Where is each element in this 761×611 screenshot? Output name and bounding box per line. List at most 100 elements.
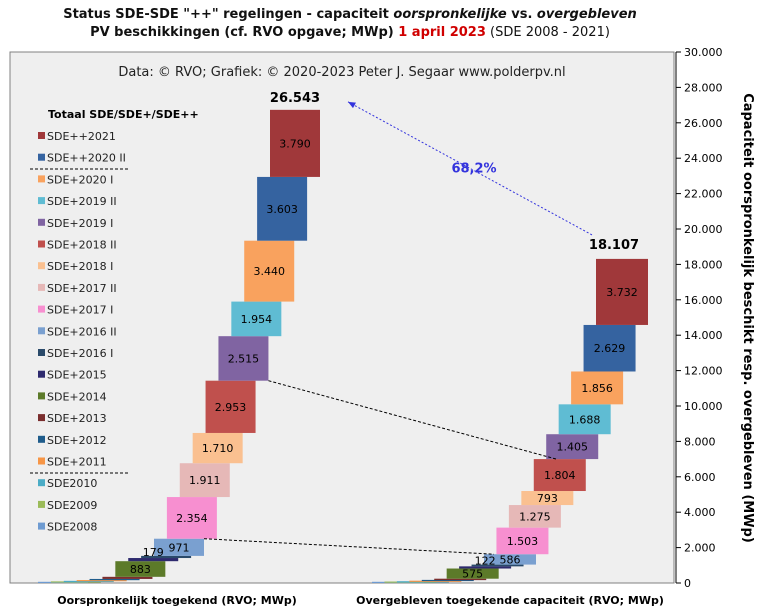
bar-segment — [533, 459, 586, 492]
data-label: 883 — [130, 563, 151, 576]
y-tick-label: 4.000 — [684, 506, 716, 519]
connector-line — [203, 538, 495, 555]
data-label: 1.275 — [519, 510, 551, 523]
data-label: 2.354 — [176, 512, 208, 525]
bar-segment — [154, 538, 204, 556]
legend-swatch — [38, 240, 45, 248]
bar-segment — [63, 580, 114, 583]
total-label: 26.543 — [270, 91, 320, 106]
legend-label: SDE+2013 — [47, 412, 107, 425]
y-tick-label: 26.000 — [684, 117, 723, 130]
legend-swatch — [38, 262, 45, 270]
y-tick-label: 10.000 — [684, 400, 723, 413]
bar-segment — [257, 176, 308, 241]
legend-label: SDE+2012 — [47, 434, 107, 447]
source-note: Data: © RVO; Grafiek: © 2020-2023 Peter … — [118, 65, 565, 80]
data-label: 1.856 — [581, 382, 613, 395]
legend-label: SDE2009 — [47, 499, 97, 512]
legend-label: SDE+2014 — [47, 390, 107, 403]
bar-segment — [521, 491, 574, 506]
total-label: 18.107 — [589, 238, 639, 253]
bar-segment — [76, 580, 127, 582]
legend-swatch — [38, 327, 45, 335]
data-label: 3.790 — [279, 137, 311, 150]
bar-segment — [484, 554, 536, 565]
bar-segment — [166, 497, 217, 539]
legend-label: SDE++2021 — [47, 130, 116, 143]
bar-segment — [89, 578, 140, 581]
chart-title: Status SDE-SDE "++" regelingen - capacit… — [0, 6, 700, 42]
data-label: 1.688 — [569, 413, 601, 426]
annotations: 26.543 18.107 68,2% — [203, 91, 639, 555]
bar-segment — [571, 371, 624, 405]
bar-segment — [179, 463, 230, 498]
title-part-italic: oorspronkelijke — [393, 7, 507, 22]
bar-segment — [496, 527, 549, 555]
data-label: 1.503 — [507, 535, 539, 548]
data-label: 2.629 — [594, 342, 626, 355]
data-label: 1.405 — [556, 441, 588, 454]
title-date: 1 april 2023 — [398, 25, 486, 40]
legend-label: SDE+2019 I — [47, 217, 113, 230]
bar-segment — [102, 576, 153, 579]
y-tick-label: 16.000 — [684, 294, 723, 307]
bar-segment — [128, 558, 179, 562]
bar-segment — [583, 324, 636, 372]
bar-segment — [205, 380, 256, 433]
y-tick-label: 18.000 — [684, 258, 723, 271]
bar-segment — [434, 578, 487, 581]
data-label: 2.515 — [228, 352, 260, 365]
legend-swatch — [38, 153, 45, 161]
legend-label: SDE++2020 II — [47, 152, 126, 165]
y-tick-label: 12.000 — [684, 365, 723, 378]
x-category-label: Overgebleven toegekende capaciteit (RVO;… — [356, 594, 664, 607]
legend-label: SDE+2018 II — [47, 239, 117, 252]
title-part: vs. — [506, 7, 537, 22]
data-label: 3.732 — [606, 286, 638, 299]
legend-label: SDE+2017 I — [47, 304, 113, 317]
data-label: 2.953 — [215, 401, 247, 414]
bar-segment — [546, 434, 599, 460]
legend-swatch — [38, 283, 45, 291]
y-tick-label: 8.000 — [684, 435, 716, 448]
y-tick-label: 6.000 — [684, 471, 716, 484]
y-tick-label: 24.000 — [684, 152, 723, 165]
legend-label: SDE+2019 II — [47, 195, 117, 208]
bar-segment — [421, 579, 474, 582]
legend-label: SDE+2011 — [47, 456, 107, 469]
legend: SDE++2021 SDE++2020 II SDE+2020 I SDE+2019 … — [30, 130, 130, 534]
data-label: 122 — [475, 554, 496, 567]
bar-segment — [558, 404, 611, 435]
legend-label: SDE+2016 II — [47, 325, 117, 338]
bar-segment — [508, 505, 561, 528]
y-tick-label: 0 — [684, 577, 691, 590]
data-label: 1.954 — [241, 313, 273, 326]
bar-segment — [596, 258, 648, 325]
bar-segment — [192, 432, 243, 464]
data-label: 179 — [143, 546, 164, 559]
y-tick-label: 14.000 — [684, 329, 723, 342]
bar-segment — [141, 555, 192, 559]
legend-swatch — [38, 435, 45, 443]
legend-swatch — [38, 305, 45, 313]
bar-segment — [115, 561, 166, 577]
data-label: 3.603 — [266, 203, 298, 216]
legend-swatch — [38, 175, 45, 183]
data-labels: 883 179 971 2.354 1.911 1.710 2.953 2.515 1.954 3… — [130, 137, 638, 580]
bar-segment — [231, 301, 282, 337]
y-tick-label: 20.000 — [684, 223, 723, 236]
y-tick-label: 30.000 — [684, 46, 723, 59]
x-category-label: Oorspronkelijk toegekend (RVO; MWp) — [57, 594, 297, 607]
title-part-italic: overgebleven — [536, 7, 637, 22]
legend-swatch — [38, 349, 45, 356]
bar-segment — [459, 566, 512, 569]
legend-swatch — [38, 522, 45, 530]
y-axis-label: Capaciteit oorspronkelijk beschikt resp.… — [740, 93, 755, 543]
percent-annotation: 68,2% — [451, 161, 496, 176]
arrow-head-icon — [348, 101, 356, 109]
data-label: 971 — [169, 541, 190, 554]
data-label: 1.804 — [544, 469, 576, 482]
chart-title-line-2: PV beschikkingen (cf. RVO opgave; MWp) 1… — [0, 24, 700, 42]
legend-label: SDE+2018 I — [47, 260, 113, 273]
